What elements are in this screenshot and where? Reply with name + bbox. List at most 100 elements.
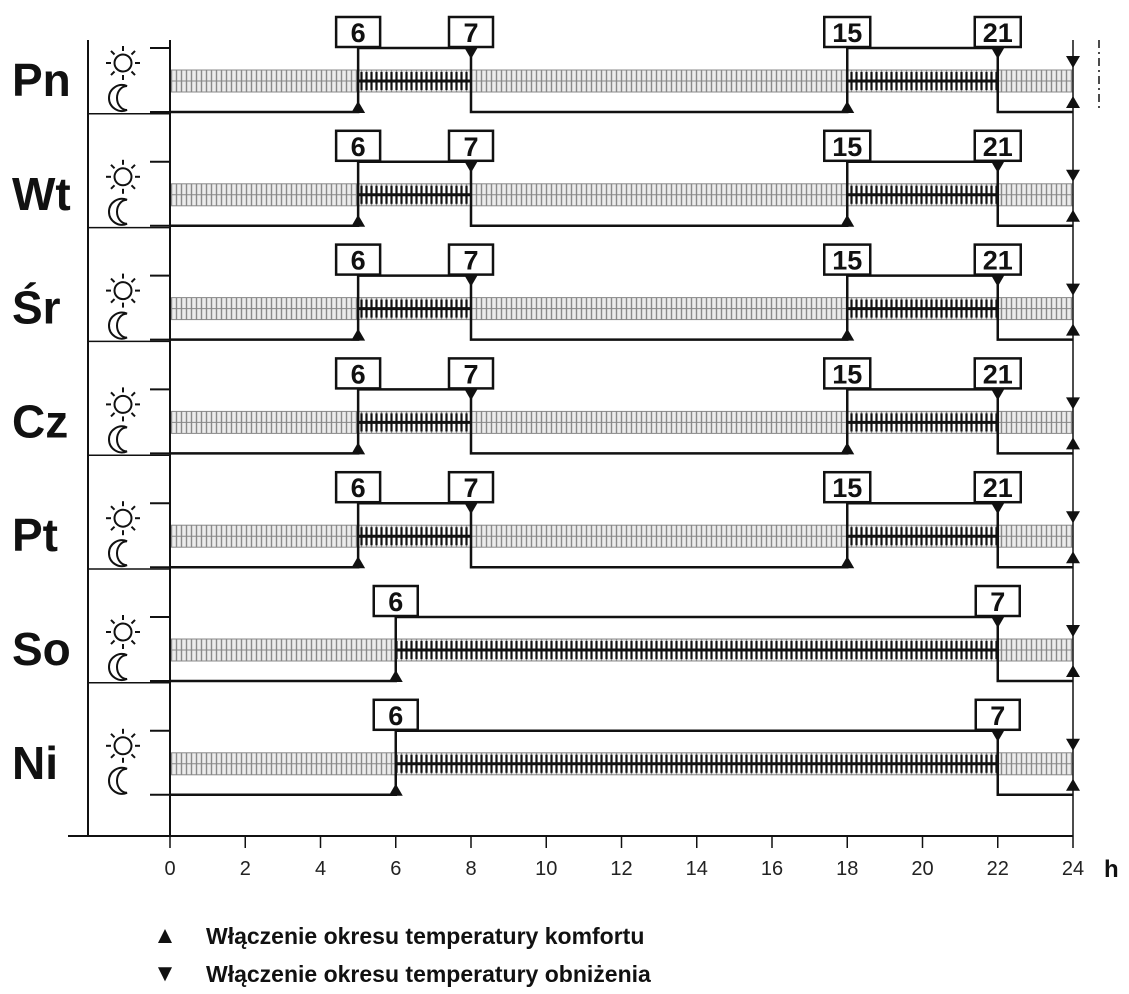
triangle-down-icon: ▼ bbox=[153, 960, 177, 987]
time-box-label: 7 bbox=[463, 132, 478, 162]
x-tick-label: 0 bbox=[164, 858, 175, 880]
day-label: Cz bbox=[12, 395, 68, 447]
comfort-on-marker bbox=[840, 101, 855, 113]
comfort-on-marker bbox=[351, 328, 366, 341]
time-box bbox=[447, 15, 495, 49]
time-box bbox=[823, 357, 872, 390]
reduced-on-marker bbox=[464, 388, 478, 401]
sun-icon bbox=[106, 159, 140, 194]
day-label: Śr bbox=[12, 282, 61, 334]
time-box bbox=[973, 243, 1022, 276]
comfort-on-marker bbox=[840, 214, 855, 227]
x-tick-label: 20 bbox=[911, 858, 933, 880]
temperature-profile bbox=[170, 160, 1073, 228]
time-box bbox=[823, 15, 872, 49]
reduced-on-marker bbox=[990, 729, 1005, 742]
triangle-up-icon: ▲ bbox=[153, 922, 177, 949]
legend-comfort-text: Włączenie okresu temperatury komfortu bbox=[206, 922, 645, 949]
time-box-label: 6 bbox=[388, 701, 403, 731]
time-box bbox=[823, 470, 872, 504]
time-box-label: 15 bbox=[832, 132, 862, 162]
time-box-label: 7 bbox=[990, 587, 1005, 617]
sun-icon bbox=[106, 501, 140, 536]
day-label: Ni bbox=[12, 737, 58, 789]
day-row: Pt 6 7 15 21 bbox=[12, 470, 1080, 570]
sun-icon bbox=[106, 728, 140, 763]
x-tick-label: 22 bbox=[987, 858, 1009, 880]
time-box bbox=[974, 698, 1021, 732]
time-box-label: 7 bbox=[990, 701, 1005, 731]
temperature-profile bbox=[170, 729, 1073, 797]
reduced-on-marker bbox=[990, 616, 1005, 628]
legend-comfort: ▲ Włączenie okresu temperatury komfortu bbox=[150, 922, 644, 950]
time-box-label: 15 bbox=[832, 246, 862, 276]
time-box bbox=[334, 357, 382, 390]
time-box-label: 6 bbox=[351, 473, 366, 503]
temperature-profile bbox=[170, 274, 1073, 341]
time-box-label: 7 bbox=[463, 359, 478, 389]
time-box bbox=[973, 470, 1022, 504]
reduced-on-marker bbox=[464, 47, 478, 59]
temperature-profile bbox=[170, 388, 1073, 455]
comfort-on-marker bbox=[351, 442, 366, 455]
comfort-on-marker bbox=[840, 556, 855, 569]
reduced-on-marker bbox=[464, 160, 478, 173]
time-box bbox=[823, 243, 872, 276]
time-box-label: 6 bbox=[388, 587, 403, 617]
time-box-label: 15 bbox=[832, 359, 862, 389]
comfort-on-marker bbox=[840, 442, 855, 455]
moon-icon bbox=[108, 653, 128, 681]
moon-icon bbox=[108, 197, 128, 226]
x-tick-label: 14 bbox=[686, 858, 708, 880]
time-box bbox=[372, 698, 419, 732]
day-label: Pt bbox=[12, 509, 58, 561]
day-row: Wt 6 7 15 21 bbox=[12, 129, 1080, 229]
moon-icon bbox=[108, 766, 128, 795]
x-unit-label: h bbox=[1104, 856, 1119, 883]
day-label: So bbox=[12, 623, 71, 675]
day-label: Pn bbox=[12, 54, 71, 106]
x-tick-label: 18 bbox=[836, 858, 858, 880]
x-tick-label: 6 bbox=[390, 858, 401, 880]
x-tick-label: 4 bbox=[315, 858, 326, 880]
time-box bbox=[334, 243, 382, 276]
temperature-profile bbox=[170, 615, 1073, 683]
time-box bbox=[334, 470, 382, 504]
sun-icon bbox=[106, 46, 140, 80]
time-box bbox=[447, 470, 495, 504]
x-tick-label: 12 bbox=[610, 858, 632, 880]
time-box bbox=[447, 129, 495, 163]
reduced-on-marker bbox=[990, 274, 1005, 287]
moon-icon bbox=[108, 425, 128, 454]
sun-icon bbox=[106, 273, 140, 308]
time-box-label: 6 bbox=[351, 359, 366, 389]
reduced-on-marker bbox=[990, 502, 1005, 515]
legend-reduced: ▼ Włączenie okresu temperatury obniżenia bbox=[150, 960, 651, 988]
time-box bbox=[973, 15, 1022, 49]
time-box bbox=[823, 129, 872, 163]
moon-icon bbox=[108, 84, 128, 112]
time-box bbox=[372, 584, 419, 618]
reduced-on-marker bbox=[990, 388, 1005, 401]
temperature-profile bbox=[170, 46, 1073, 114]
time-box-label: 15 bbox=[832, 18, 862, 48]
x-tick-label: 2 bbox=[240, 858, 251, 880]
time-box-label: 15 bbox=[832, 473, 862, 503]
day-label: Wt bbox=[12, 168, 71, 220]
comfort-on-marker bbox=[351, 556, 366, 569]
sun-icon bbox=[106, 387, 140, 422]
time-box bbox=[447, 243, 495, 276]
time-box-label: 21 bbox=[983, 359, 1013, 389]
time-box-label: 6 bbox=[351, 246, 366, 276]
reduced-on-marker bbox=[464, 274, 478, 287]
moon-icon bbox=[108, 311, 128, 340]
comfort-on-marker bbox=[351, 214, 366, 227]
time-box bbox=[334, 129, 382, 163]
time-box-label: 21 bbox=[983, 18, 1013, 48]
sun-icon bbox=[106, 615, 140, 649]
day-row: Pn 6 7 15 21 bbox=[12, 15, 1080, 115]
time-box-label: 7 bbox=[463, 473, 478, 503]
day-row: Śr 6 7 15 21 bbox=[12, 243, 1080, 343]
day-row: Ni 6 7 bbox=[12, 698, 1080, 797]
